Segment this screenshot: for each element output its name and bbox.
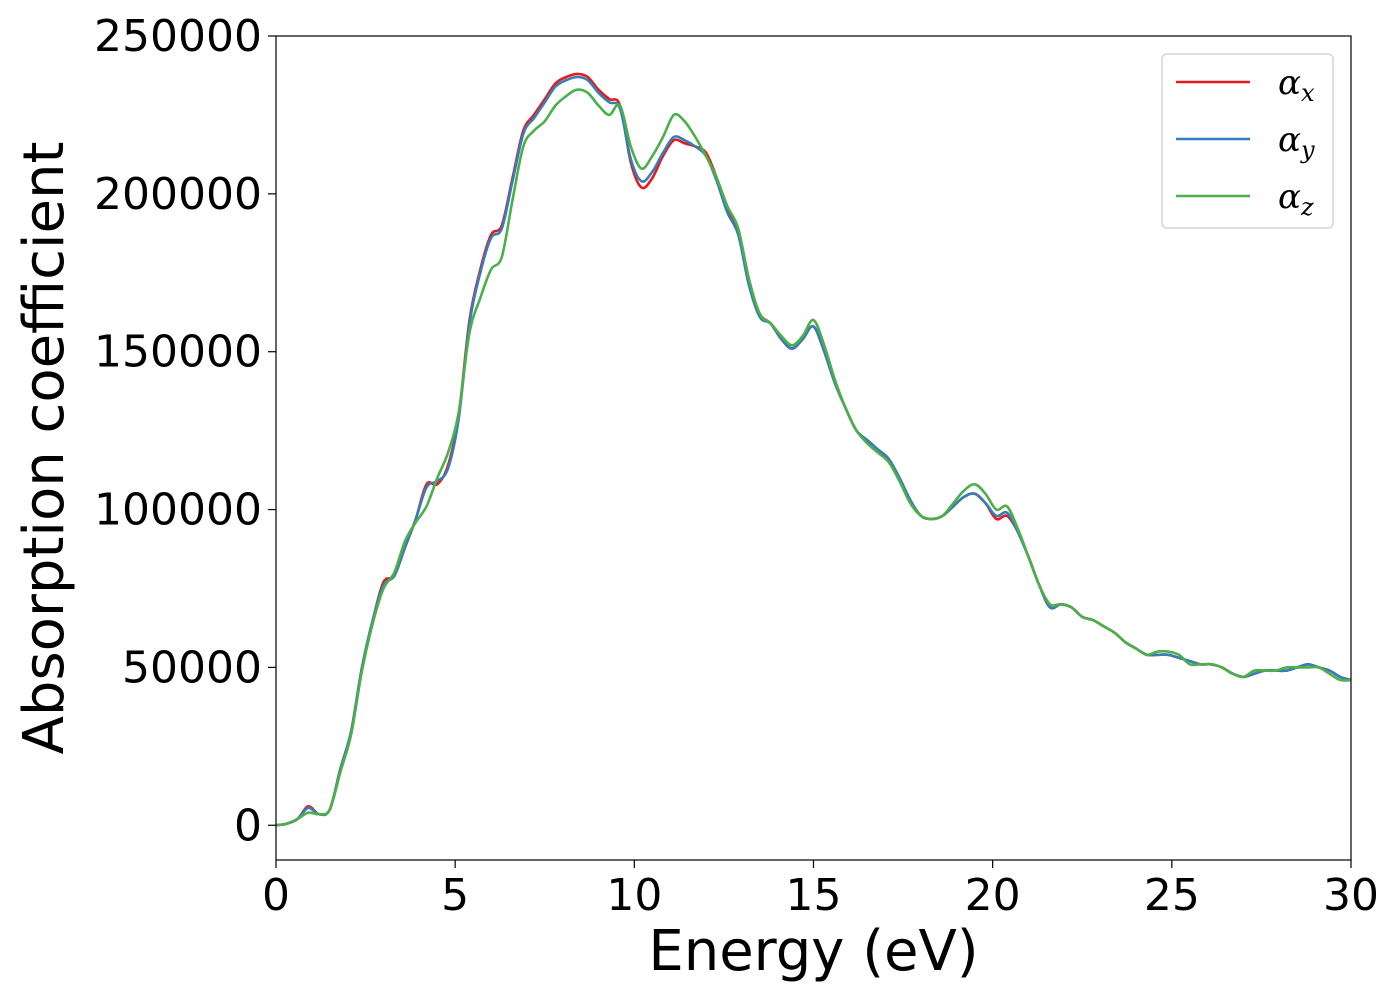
y-tick-label: 0 bbox=[234, 800, 262, 851]
y-tick-label: 200000 bbox=[94, 169, 262, 220]
series-line-z bbox=[276, 88, 1351, 827]
legend-label-y: αy bbox=[1278, 120, 1315, 164]
x-tick-label: 20 bbox=[965, 870, 1021, 921]
legend-box bbox=[1161, 53, 1334, 229]
y-tick-label: 100000 bbox=[94, 485, 262, 536]
y-axis-title: Absorption coefficient bbox=[12, 142, 77, 755]
y-tick-label: 150000 bbox=[94, 327, 262, 378]
x-tick-label: 25 bbox=[1144, 870, 1200, 921]
x-tick-label: 0 bbox=[262, 870, 290, 921]
x-axis-title: Energy (eV) bbox=[648, 919, 978, 984]
series-line-y bbox=[276, 75, 1351, 827]
x-tick-label: 5 bbox=[441, 870, 469, 921]
x-tick-label: 15 bbox=[786, 870, 842, 921]
x-tick-label: 10 bbox=[606, 870, 662, 921]
y-axis-ticks: 0 50000 100000 150000 200000 250000 bbox=[94, 11, 276, 851]
legend: αx αy αz bbox=[1161, 53, 1334, 229]
y-tick-label: 50000 bbox=[122, 642, 262, 693]
y-tick-label: 250000 bbox=[94, 11, 262, 62]
x-axis-ticks: 0 5 10 15 20 25 30 bbox=[262, 860, 1379, 921]
x-tick-label: 30 bbox=[1323, 870, 1379, 921]
legend-label-x: αx bbox=[1278, 63, 1315, 107]
legend-label-z: αz bbox=[1278, 177, 1314, 221]
series-layer bbox=[276, 72, 1351, 827]
